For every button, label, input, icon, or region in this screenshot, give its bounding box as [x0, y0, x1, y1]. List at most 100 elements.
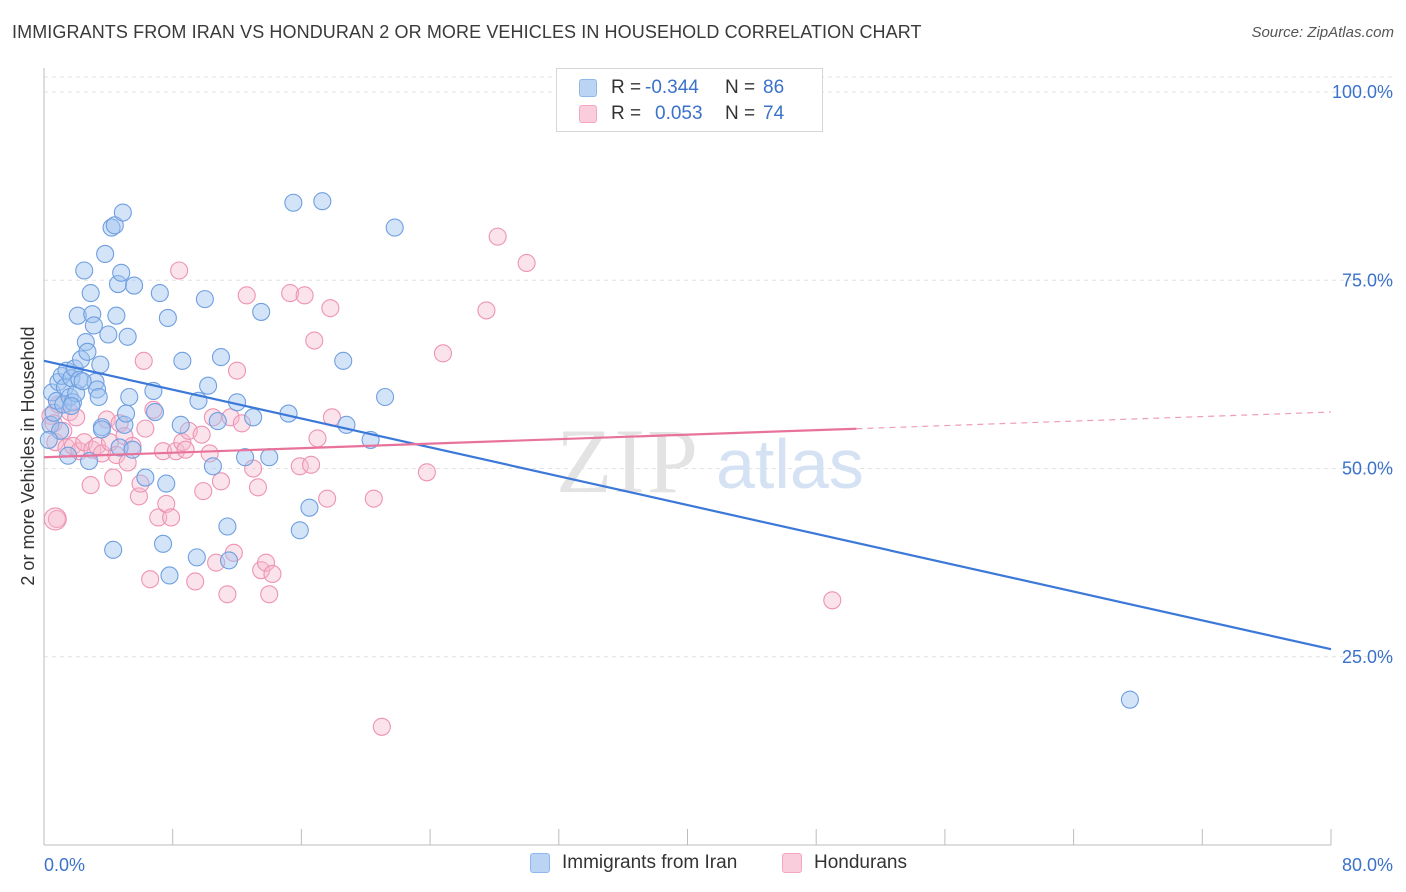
honduras-point [318, 489, 337, 508]
watermark-zip: ZIP [556, 410, 700, 512]
honduras-trend-extension [856, 411, 1332, 430]
iran-point [136, 468, 155, 487]
y-axis-label: 2 or more Vehicles in Household [18, 326, 38, 585]
iran-point [71, 350, 91, 369]
iran-point [116, 404, 136, 423]
honduras-point [232, 414, 251, 433]
iran-points [39, 192, 1139, 709]
honduras-trend-line [43, 427, 857, 459]
honduras-point [248, 478, 268, 497]
honduras-point [47, 509, 66, 529]
iran-point [39, 430, 58, 449]
legend-r-value: -0.344 [645, 77, 699, 98]
iran-point [218, 517, 237, 536]
honduras-point [433, 344, 453, 363]
iran-point [211, 348, 231, 367]
iran-point [376, 387, 395, 407]
iran-point [260, 448, 279, 467]
honduras-point [237, 286, 256, 305]
iran-point [334, 351, 353, 370]
bottom-legend-honduras: Hondurans [782, 852, 907, 874]
iran-point [171, 415, 190, 434]
iran-point [120, 387, 139, 407]
honduras-point [281, 284, 300, 303]
iran-point [113, 203, 132, 222]
iran-point [70, 370, 89, 389]
iran-point [160, 566, 179, 585]
iran-point [199, 376, 218, 395]
iran-point [313, 192, 332, 211]
honduras-point [192, 425, 211, 444]
legend-n-label: N = [725, 103, 756, 124]
iran-point [195, 290, 214, 309]
honduras-point [162, 508, 181, 527]
honduras-point [477, 301, 496, 320]
y-tick-label: 25.0% [1342, 647, 1393, 667]
y-tick-label: 50.0% [1342, 459, 1393, 479]
honduras-point [81, 476, 100, 495]
iran-point [158, 308, 177, 327]
honduras-point [305, 331, 324, 350]
honduras-point [517, 253, 536, 273]
correlation-legend: R = -0.344 N = 86 R = 0.053 N = 74 [556, 68, 823, 132]
legend-n-value: 74 [763, 103, 785, 124]
iran-point [208, 412, 227, 431]
honduras-point [136, 419, 155, 438]
iran-point [75, 261, 94, 280]
bottom-legend-label-honduras: Hondurans [814, 852, 907, 873]
honduras-point [308, 429, 327, 448]
honduras-point [295, 286, 314, 305]
x-tick-label: 0.0% [44, 855, 85, 875]
honduras-point [44, 414, 63, 433]
iran-point [203, 457, 222, 476]
grid-layer [44, 76, 1392, 658]
honduras-point [176, 440, 195, 459]
honduras-point [823, 591, 842, 610]
legend-row-honduras: R = 0.053 N = 74 [579, 102, 784, 126]
honduras-point [157, 494, 176, 513]
honduras-point [149, 508, 168, 527]
iran-point [92, 420, 111, 439]
iran-point [153, 534, 173, 553]
legend-n-label: N = [725, 77, 756, 98]
honduras-point [67, 408, 86, 427]
iran-point [104, 540, 123, 559]
legend-r-label: R = [611, 77, 642, 98]
honduras-point [194, 482, 213, 501]
honduras-point [256, 553, 276, 572]
y-tick-label: 100.0% [1332, 82, 1393, 102]
chart-title: IMMIGRANTS FROM IRAN VS HONDURAN 2 OR MO… [12, 22, 922, 42]
iran-point [252, 302, 271, 321]
iran-point [236, 448, 255, 467]
iran-point [84, 316, 103, 335]
honduras-point [372, 717, 391, 736]
legend-swatch-honduras [579, 105, 597, 123]
iran-point [123, 440, 142, 459]
bottom-legend-iran: Immigrants from Iran [530, 852, 737, 874]
iran-point [88, 380, 107, 399]
iran-point [173, 351, 192, 370]
iran-point [300, 498, 319, 517]
iran-point [68, 306, 87, 325]
bottom-legend-label-iran: Immigrants from Iran [562, 852, 738, 873]
honduras-point [302, 455, 321, 474]
trend-layer [43, 359, 1332, 651]
iran-point [99, 325, 118, 344]
iran-point [187, 548, 206, 567]
x-tick-label: 80.0% [1342, 855, 1393, 875]
honduras-point [218, 585, 237, 604]
iran-point [157, 474, 176, 493]
honduras-point [321, 299, 340, 318]
iran-point [145, 403, 165, 422]
iran-point [73, 372, 92, 391]
legend-r-value: 0.053 [655, 103, 703, 124]
iran-point [108, 275, 128, 294]
honduras-point [131, 474, 150, 493]
iran-point [115, 415, 134, 434]
honduras-point [141, 570, 160, 589]
iran-point [107, 306, 126, 325]
iran-point [118, 327, 137, 346]
iran-point [96, 244, 115, 263]
watermark-atlas: atlas [716, 425, 864, 503]
